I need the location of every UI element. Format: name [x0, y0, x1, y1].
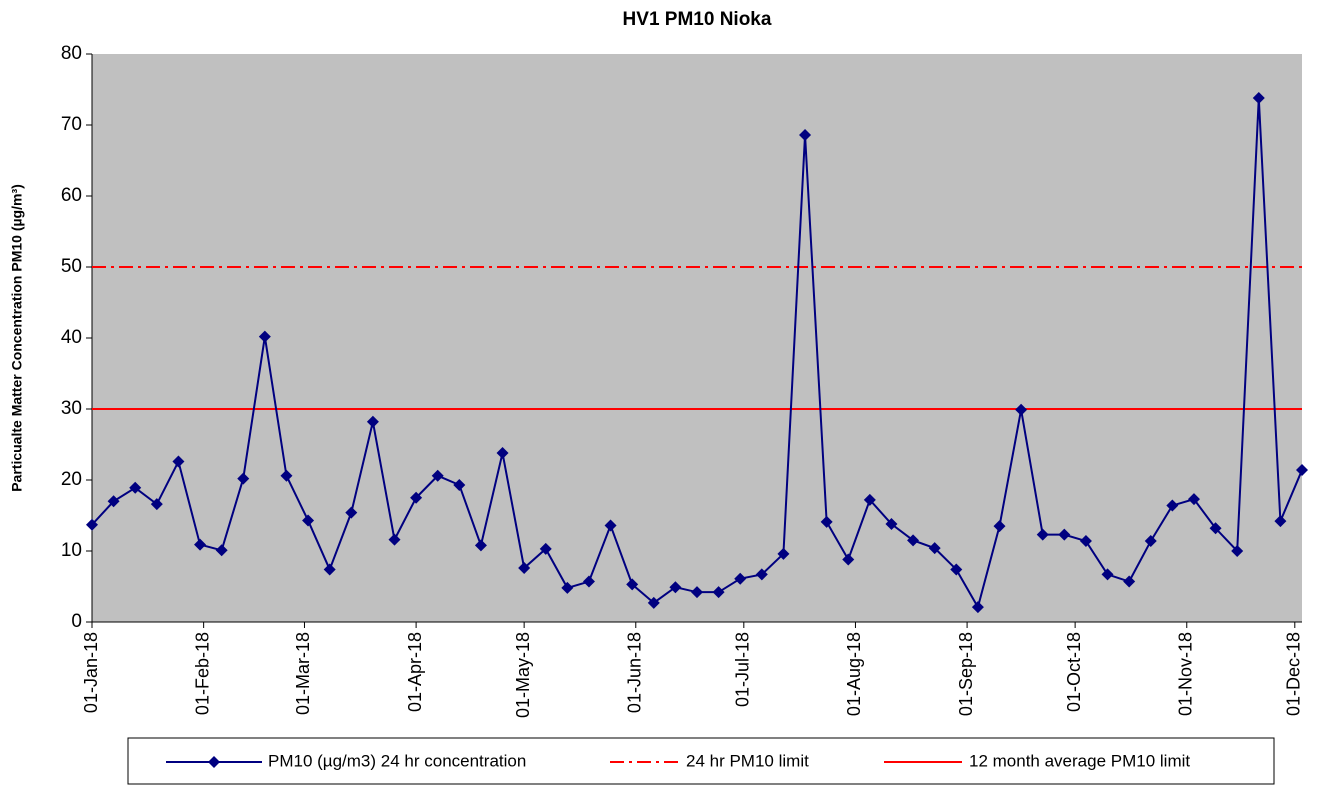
data-point	[129, 481, 142, 494]
data-point	[1015, 403, 1028, 416]
x-tick-label: 01-Jan-18	[81, 632, 101, 713]
data-point	[539, 542, 552, 555]
legend	[127, 737, 1275, 785]
data-point	[799, 128, 812, 141]
x-tick-label: 01-Nov-18	[1176, 632, 1196, 716]
data-point	[280, 469, 293, 482]
data-point	[885, 518, 898, 531]
data-point	[172, 455, 185, 468]
data-point	[863, 493, 876, 506]
y-tick-label: 0	[71, 611, 82, 632]
data-point	[755, 568, 768, 581]
data-point	[734, 572, 747, 585]
data-point	[496, 447, 509, 460]
data-point	[431, 469, 444, 482]
data-point	[1187, 493, 1200, 506]
legend-label: 12 month average PM10 limit	[969, 751, 1190, 770]
x-tick-label: 01-Dec-18	[1284, 632, 1304, 716]
data-point	[691, 586, 703, 599]
legend-label: 24 hr PM10 limit	[686, 751, 809, 770]
data-point	[842, 553, 855, 566]
data-point	[107, 495, 120, 508]
data-point	[1058, 528, 1071, 541]
x-tick-label: 01-Feb-18	[192, 632, 212, 715]
data-point	[1231, 545, 1244, 557]
y-tick-label: 20	[61, 469, 82, 490]
data-point	[474, 539, 487, 552]
data-point	[604, 519, 617, 532]
data-point	[410, 491, 423, 504]
data-point	[237, 472, 250, 485]
data-point	[1144, 535, 1157, 548]
data-point	[950, 563, 963, 576]
x-tick-label: 01-Apr-18	[405, 632, 425, 712]
data-point	[215, 544, 228, 557]
data-point	[345, 506, 358, 519]
data-point	[453, 478, 466, 491]
x-tick-label: 01-Oct-18	[1064, 632, 1084, 712]
data-point	[561, 581, 574, 594]
data-point	[582, 575, 595, 588]
data-point	[907, 534, 920, 547]
y-tick-label: 10	[61, 540, 82, 561]
data-point	[1209, 522, 1222, 535]
x-tick-label: 01-Aug-18	[844, 632, 864, 716]
data-point	[366, 415, 379, 428]
data-point	[1036, 528, 1049, 541]
data-point	[971, 601, 984, 614]
y-axis-label: Particualte Matter Concentration PM10 (µ…	[9, 184, 25, 492]
data-point	[647, 596, 660, 609]
data-point	[194, 538, 207, 551]
x-tick-label: 01-Jul-18	[733, 632, 753, 707]
y-tick-label: 40	[61, 327, 82, 348]
data-point	[258, 330, 271, 343]
data-point	[712, 586, 725, 599]
plot-area	[92, 54, 1302, 622]
y-tick-label: 60	[61, 185, 82, 206]
data-point	[669, 581, 682, 594]
data-point	[323, 563, 336, 576]
x-tick-label: 01-Jun-18	[625, 632, 645, 713]
data-point	[1123, 575, 1136, 588]
data-point	[1274, 515, 1287, 528]
data-point	[1252, 92, 1265, 105]
data-point	[518, 562, 531, 575]
data-point	[928, 542, 941, 555]
chart-title: HV1 PM10 Nioka	[623, 9, 772, 30]
data-point	[302, 514, 315, 527]
y-tick-label: 80	[61, 43, 82, 64]
data-point	[1296, 464, 1308, 477]
x-tick-label: 01-Sep-18	[956, 632, 976, 716]
data-point	[626, 578, 639, 591]
data-point	[1079, 535, 1092, 548]
data-point	[388, 533, 401, 546]
y-tick-label: 70	[61, 114, 82, 135]
data-point	[820, 515, 833, 528]
y-tick-label: 30	[61, 398, 82, 419]
data-point	[1101, 568, 1114, 581]
legend-swatch	[208, 756, 220, 768]
data-point	[86, 518, 98, 531]
data-point	[777, 547, 790, 560]
data-point	[1166, 499, 1179, 512]
y-tick-label: 50	[61, 256, 82, 277]
x-tick-label: 01-May-18	[513, 632, 533, 718]
legend-label: PM10 (µg/m3) 24 hr concentration	[268, 751, 526, 770]
x-tick-label: 01-Mar-18	[293, 632, 313, 715]
data-point	[150, 498, 163, 511]
data-point	[993, 520, 1006, 533]
